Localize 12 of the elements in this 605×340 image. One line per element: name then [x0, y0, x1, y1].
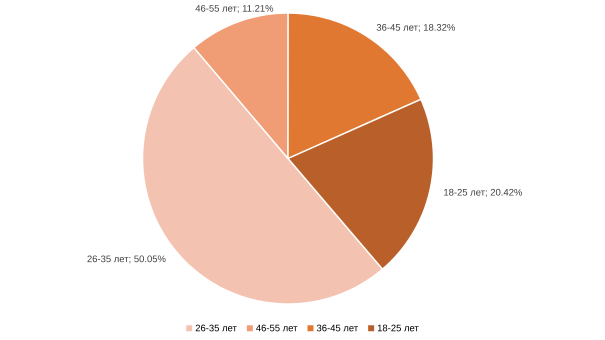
- legend-label: 18-25 лет: [378, 324, 419, 332]
- data-label: ; 18.32%: [418, 24, 455, 32]
- slice-label: 26-35 лет: [87, 256, 128, 262]
- slice-label: 36-45 лет: [376, 24, 418, 31]
- data-label: ; 11.21%: [238, 4, 274, 13]
- legend-label: 46-55 лет: [256, 324, 298, 332]
- data-label: ; 20.42%: [486, 188, 522, 197]
- slice-label: 18-25 лет: [444, 188, 485, 196]
- slice-label: 46-55 лет: [195, 4, 237, 12]
- legend-label: 26-35 лет: [196, 324, 237, 332]
- legend-label: 36-45 лет: [316, 324, 358, 332]
- data-label: ; 50.05%: [129, 256, 166, 264]
